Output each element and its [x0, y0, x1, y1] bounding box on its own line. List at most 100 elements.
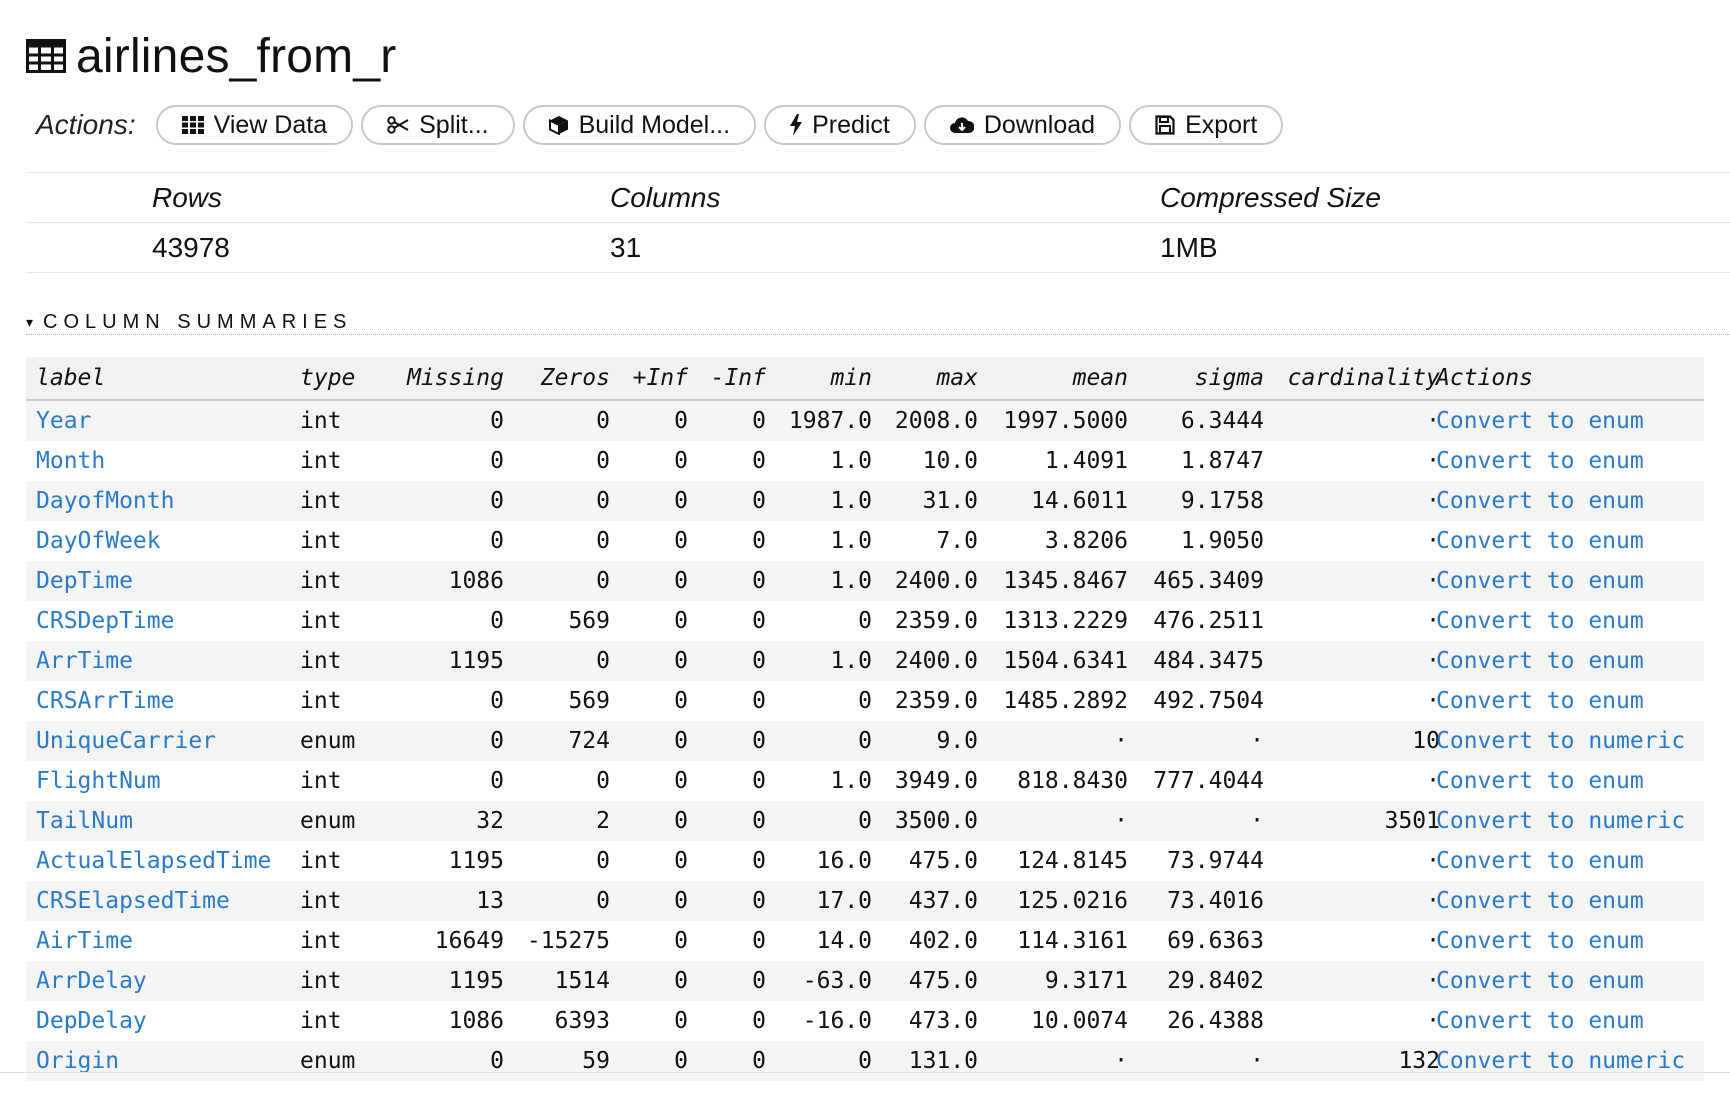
cell-label[interactable]: ArrTime [36, 648, 133, 674]
cell-ninf: 0 [752, 888, 766, 914]
cell-label[interactable]: ArrDelay [36, 968, 147, 994]
cell-type: int [300, 968, 342, 994]
split-label: Split... [419, 110, 489, 139]
cell-label[interactable]: CRSDepTime [36, 608, 175, 634]
cell-sigma: 26.4388 [1167, 1008, 1264, 1034]
cell-sigma: 73.9744 [1167, 848, 1264, 874]
convert-action-link[interactable]: Convert to enum [1436, 968, 1644, 994]
cell-zeros: 6393 [554, 1008, 610, 1034]
cell-label[interactable]: Year [36, 408, 92, 434]
cell-sigma: 9.1758 [1180, 488, 1264, 514]
convert-action-link[interactable]: Convert to enum [1436, 1008, 1644, 1034]
convert-action-link[interactable]: Convert to enum [1436, 688, 1644, 714]
cell-max: 437.0 [908, 888, 978, 914]
cell-max: 402.0 [908, 928, 978, 954]
convert-action-link[interactable]: Convert to enum [1436, 928, 1644, 954]
cell-max: 475.0 [908, 968, 978, 994]
cell-label[interactable]: DayofMonth [36, 488, 175, 514]
cell-label[interactable]: FlightNum [36, 768, 161, 794]
cell-label[interactable]: DepDelay [36, 1008, 147, 1034]
cell-label[interactable]: CRSArrTime [36, 688, 175, 714]
cell-cardinality: 132 [1398, 1048, 1440, 1074]
page-title-row: airlines_from_r [26, 28, 396, 84]
view-data-button[interactable]: View Data [155, 105, 354, 145]
cell-pinf: 0 [674, 808, 688, 834]
column-summaries-section-header[interactable]: ▾ COLUMN SUMMARIES [26, 310, 1730, 335]
cell-ninf: 0 [752, 848, 766, 874]
cell-pinf: 0 [674, 1008, 688, 1034]
column-summaries-table: label type Missing Zeros +Inf -Inf min m… [26, 357, 1704, 1081]
convert-action-link[interactable]: Convert to numeric [1436, 728, 1686, 754]
convert-action-link[interactable]: Convert to enum [1436, 568, 1644, 594]
export-button[interactable]: Export [1129, 105, 1284, 145]
cell-label[interactable]: Month [36, 448, 106, 474]
cell-max: 7.0 [936, 528, 978, 554]
cell-sigma: · [1250, 728, 1264, 754]
convert-action-link[interactable]: Convert to enum [1436, 528, 1644, 554]
convert-action-link[interactable]: Convert to enum [1436, 648, 1644, 674]
cell-min: 0 [858, 728, 872, 754]
convert-action-link[interactable]: Convert to enum [1436, 848, 1644, 874]
download-label: Download [983, 110, 1096, 139]
header-actions: Actions [1436, 365, 1533, 391]
convert-action-link[interactable]: Convert to enum [1436, 888, 1644, 914]
cell-pinf: 0 [674, 888, 688, 914]
table-row: ArrDelay int 1195 1514 0 0 -63.0 475.0 9.3171 29.… [26, 961, 1704, 1001]
cell-label[interactable]: CRSElapsedTime [36, 888, 230, 914]
convert-action-link[interactable]: Convert to enum [1436, 488, 1644, 514]
header-type: type [300, 365, 356, 391]
convert-action-link[interactable]: Convert to enum [1436, 448, 1644, 474]
compressed-size-value: 1MB [1160, 232, 1218, 263]
cell-max: 2400.0 [894, 648, 978, 674]
cell-missing: 0 [490, 488, 504, 514]
cell-type: int [300, 888, 342, 914]
cell-label[interactable]: AirTime [36, 928, 133, 954]
table-row: CRSElapsedTime int 13 0 0 0 17.0 437.0 125.0216 7… [26, 881, 1704, 921]
build-model-label: Build Model... [578, 110, 731, 139]
cell-type: int [300, 648, 342, 674]
table-header-row: label type Missing Zeros +Inf -Inf min m… [26, 357, 1704, 401]
cell-missing: 1195 [448, 848, 504, 874]
cell-zeros: 59 [582, 1048, 610, 1074]
cell-pinf: 0 [674, 1048, 688, 1074]
cell-max: 31.0 [922, 488, 978, 514]
cell-mean: 1504.6341 [1003, 648, 1128, 674]
cell-min: 0 [858, 608, 872, 634]
cell-type: int [300, 408, 342, 434]
cell-type: int [300, 568, 342, 594]
cell-label[interactable]: UniqueCarrier [36, 728, 217, 754]
cell-max: 2008.0 [894, 408, 978, 434]
convert-action-link[interactable]: Convert to numeric [1436, 808, 1686, 834]
table-row: Year int 0 0 0 0 1987.0 2008.0 1997.5000 6.3444 · C… [26, 401, 1704, 441]
convert-action-link[interactable]: Convert to enum [1436, 408, 1644, 434]
predict-button[interactable]: Predict [764, 105, 916, 145]
frame-summary-table: Rows Columns Compressed Size 43978 31 1M… [26, 172, 1730, 273]
cell-type: enum [300, 728, 356, 754]
cell-min: 14.0 [816, 928, 872, 954]
convert-action-link[interactable]: Convert to enum [1436, 608, 1644, 634]
build-model-button[interactable]: Build Model... [522, 105, 757, 145]
cell-zeros: 1514 [554, 968, 610, 994]
cell-label[interactable]: TailNum [36, 808, 133, 834]
cell-label[interactable]: ActualElapsedTime [36, 848, 272, 874]
cell-type: int [300, 528, 342, 554]
cell-mean: 1997.5000 [1003, 408, 1128, 434]
cell-pinf: 0 [674, 488, 688, 514]
convert-action-link[interactable]: Convert to numeric [1436, 1048, 1686, 1074]
columns-header: Columns [610, 182, 721, 213]
table-row: DepDelay int 1086 6393 0 0 -16.0 473.0 10.0074 26… [26, 1001, 1704, 1041]
cell-label[interactable]: DayOfWeek [36, 528, 161, 554]
cell-cardinality: · [1426, 968, 1440, 994]
cell-type: int [300, 848, 342, 874]
cell-label[interactable]: DepTime [36, 568, 133, 594]
cell-missing: 32 [476, 808, 504, 834]
cell-label[interactable]: Origin [36, 1048, 120, 1074]
cell-pinf: 0 [674, 448, 688, 474]
cell-min: 1.0 [830, 768, 872, 794]
cell-ninf: 0 [752, 648, 766, 674]
actions-toolbar: Actions: View Data [36, 104, 1291, 146]
predict-label: Predict [812, 110, 890, 139]
download-button[interactable]: Download [923, 105, 1122, 145]
convert-action-link[interactable]: Convert to enum [1436, 768, 1644, 794]
split-button[interactable]: Split... [361, 105, 515, 145]
